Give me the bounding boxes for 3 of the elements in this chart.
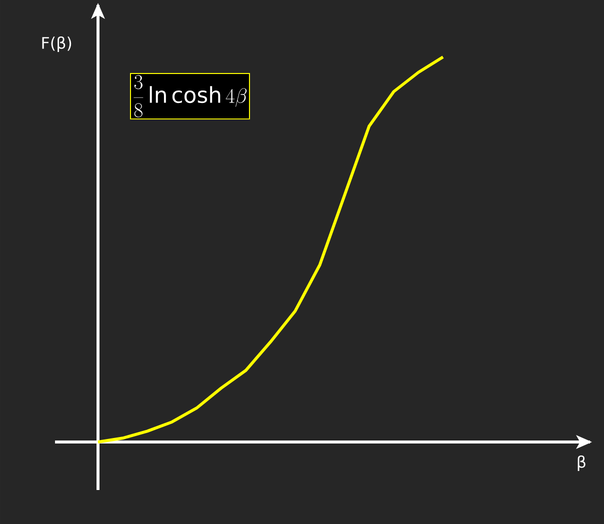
y-axis-title: F(β) — [42, 36, 72, 52]
annotation: $\frac{3}{8}\ln\cosh 4\beta$ — [134, 75, 247, 118]
text: β — [578, 456, 586, 472]
